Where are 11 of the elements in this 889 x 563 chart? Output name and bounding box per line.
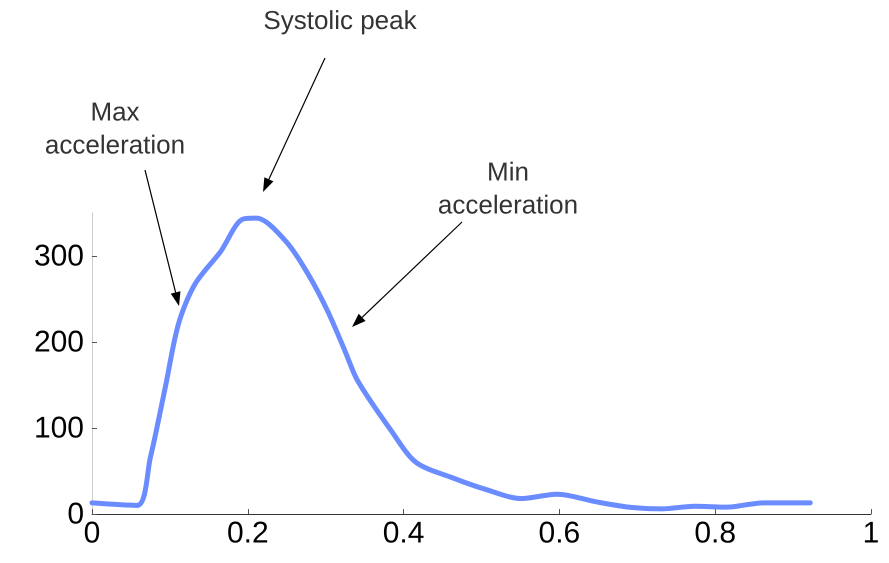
x-tick-label: 0.8 xyxy=(694,516,736,550)
annotation: Min acceleration xyxy=(438,156,578,220)
x-tick-label: 0.6 xyxy=(538,516,580,550)
text: Systolic peak xyxy=(263,5,418,35)
x-tick-label: 1 xyxy=(862,516,880,550)
y-tick-label: 300 xyxy=(34,240,84,272)
y-tick-label: 200 xyxy=(34,326,84,358)
x-tick-label: 0.2 xyxy=(226,516,269,550)
x-tick-label: 0.4 xyxy=(382,516,424,550)
y-tick-label: 100 xyxy=(34,412,84,444)
text: Max acceleration xyxy=(44,96,186,160)
